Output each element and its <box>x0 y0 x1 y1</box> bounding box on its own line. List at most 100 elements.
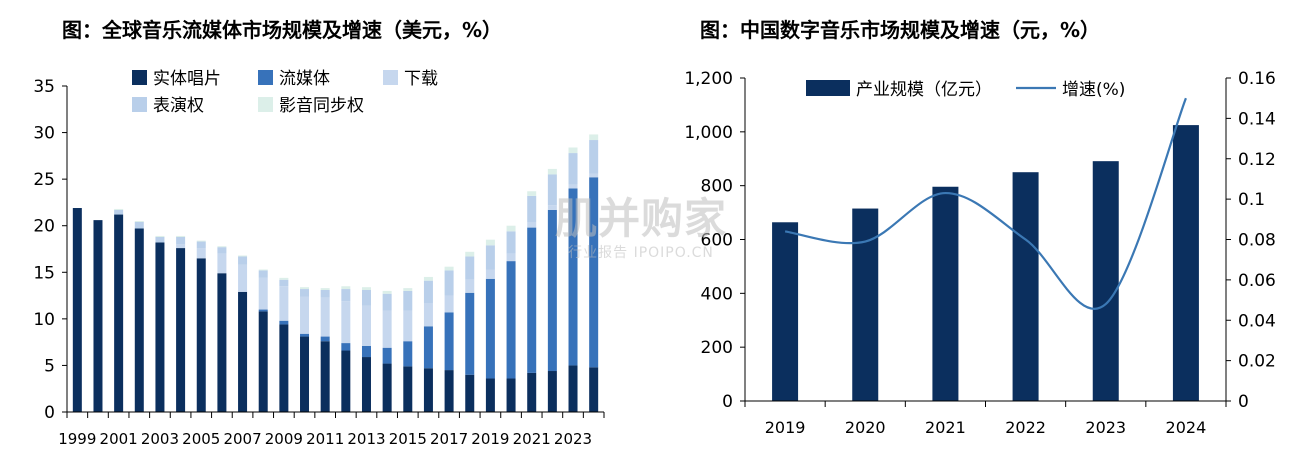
bar-segment <box>485 278 495 379</box>
y-tick-label: 5 <box>44 356 55 376</box>
bar-segment <box>341 286 351 290</box>
legend-label: 表演权 <box>153 96 204 116</box>
bar-segment <box>155 235 165 237</box>
bar-segment <box>238 291 248 412</box>
y-tick-label: 15 <box>33 263 55 283</box>
y-tick-label: 20 <box>33 217 55 237</box>
y-tick-label-right: 0.04 <box>1238 311 1276 331</box>
bar-segment <box>382 290 392 294</box>
bar-segment <box>506 261 516 379</box>
y-tick-label: 30 <box>33 124 55 144</box>
bar-segment <box>300 289 310 297</box>
bar <box>1172 125 1199 402</box>
y-tick-label: 35 <box>33 77 55 97</box>
x-tick-label: 2007 <box>223 430 261 448</box>
bar-segment <box>527 372 537 412</box>
x-tick-label: 2020 <box>845 418 886 437</box>
bar-segment <box>527 191 537 196</box>
bar-segment <box>547 371 557 412</box>
bar-segment <box>485 269 495 279</box>
bar-segment <box>589 173 599 178</box>
bar-segment <box>403 290 413 311</box>
bar-segment <box>506 378 516 412</box>
legend-swatch <box>383 70 398 85</box>
bar-segment <box>300 333 310 337</box>
y-tick-label-right: 0.14 <box>1238 109 1276 129</box>
y-tick-label-right: 0.1 <box>1238 190 1265 210</box>
bar-segment <box>176 236 186 245</box>
bar-segment <box>506 231 516 254</box>
x-tick-label: 2013 <box>347 430 385 448</box>
global-streaming-chart-panel: 图：全球音乐流媒体市场规模及增速（美元，%） 0 5 10 15 20 25 30 35 199… <box>0 0 640 454</box>
x-tick-label: 2019 <box>471 430 509 448</box>
bar-segment <box>403 341 413 367</box>
x-tick-label: 2021 <box>513 430 551 448</box>
bar-segment <box>589 134 599 141</box>
bar-segment <box>382 363 392 412</box>
bar-segment <box>465 292 475 375</box>
bar-segment <box>320 288 330 290</box>
bar-segment <box>155 242 165 412</box>
bar-segment <box>320 341 330 412</box>
y-tick-label-right: 0.16 <box>1238 69 1276 89</box>
bar <box>772 222 799 401</box>
bar-segment <box>361 345 371 358</box>
y-tick-label: 0 <box>44 403 55 423</box>
y-tick-label-right: 0.12 <box>1238 150 1276 170</box>
china-digital-music-chart: 0 200 400 600 800 1,000 1,200 0 0.02 0.04 0.06 0.08… <box>684 69 1276 437</box>
bar-segment <box>134 221 144 229</box>
bar-segment <box>361 289 371 306</box>
bar-segment <box>382 347 392 364</box>
bar-segment <box>279 286 289 321</box>
y-tick-label-left: 600 <box>701 231 733 251</box>
bar-segment <box>361 305 371 346</box>
x-tick-label: 2019 <box>765 418 806 437</box>
x-tick-label: 2023 <box>554 430 592 448</box>
bar-segment <box>279 324 289 412</box>
bar-segment <box>217 253 227 274</box>
bar-segment <box>279 320 289 325</box>
bar-segment <box>444 312 454 371</box>
bar-segment <box>320 289 330 298</box>
bar-segment <box>341 301 351 344</box>
bar-segment <box>258 311 268 412</box>
legend-swatch <box>132 70 147 85</box>
legend-label-line: 增速(%) <box>1062 80 1125 100</box>
bar-segment <box>403 288 413 291</box>
bar-segment <box>196 248 206 259</box>
bar-segment <box>547 205 557 210</box>
legend-label: 影音同步权 <box>279 96 364 116</box>
y-tick-label-right: 0.06 <box>1238 271 1276 291</box>
bar-segment <box>465 374 475 412</box>
bar-segment <box>134 228 144 412</box>
bar-segment <box>547 174 557 206</box>
bar-segment <box>341 289 351 302</box>
legend-label-bar: 产业规模（亿元） <box>856 80 992 100</box>
bar-segment <box>361 357 371 412</box>
bar-segment <box>258 269 268 271</box>
x-tick-label: 2022 <box>1005 418 1046 437</box>
bar-segment <box>217 246 227 248</box>
x-tick-label: 2021 <box>925 418 966 437</box>
bar-segment <box>589 140 599 174</box>
bar <box>1012 172 1039 401</box>
x-tick-label: 2005 <box>182 430 220 448</box>
bar-segment <box>176 244 186 249</box>
china-digital-music-chart-panel: 图：中国数字音乐市场规模及增速（元，%） 0 200 400 600 800 1,000 1… <box>660 0 1304 454</box>
bar-segment <box>300 336 310 412</box>
bar-segment <box>279 279 289 287</box>
legend-swatch-bar <box>806 80 850 96</box>
bar-segment <box>465 251 475 257</box>
bar-segment <box>444 270 454 296</box>
bar-segment <box>196 258 206 412</box>
bar-segment <box>341 343 351 351</box>
chart-title: 图：全球音乐流媒体市场规模及增速（美元，%） <box>62 18 503 42</box>
bar-segment <box>589 367 599 412</box>
bar-segment <box>217 273 227 412</box>
bar-segment <box>114 209 124 215</box>
bar-segment <box>527 221 537 228</box>
legend-swatch <box>132 97 147 112</box>
bar-segment <box>93 220 103 412</box>
bar <box>1092 161 1119 401</box>
x-tick-label: 2009 <box>265 430 303 448</box>
